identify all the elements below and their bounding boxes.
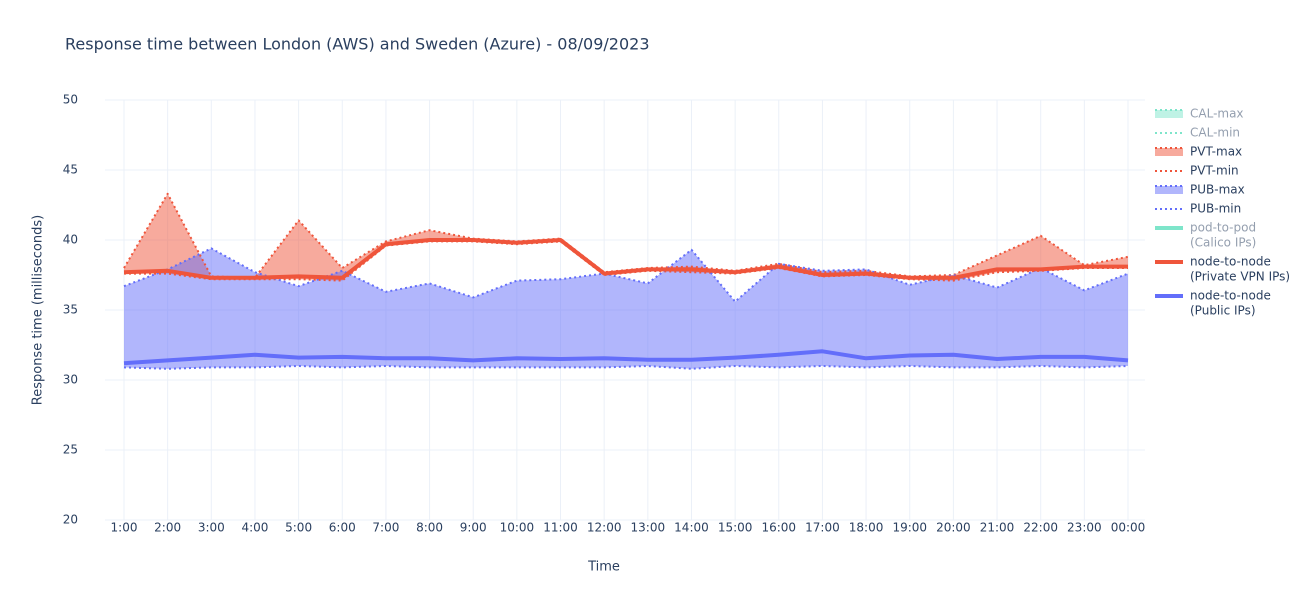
legend-item: PVT-max (1155, 145, 1242, 159)
x-tick-label: 8:00 (416, 521, 443, 535)
legend-item: CAL-max (1155, 107, 1244, 121)
x-tick-label: 14:00 (674, 521, 709, 535)
legend-label: PVT-min (1190, 164, 1239, 178)
legend-label: PUB-min (1190, 202, 1241, 216)
legend-label: CAL-min (1190, 126, 1240, 140)
legend-item: node-to-node(Public IPs) (1155, 289, 1271, 318)
x-tick-label: 20:00 (936, 521, 971, 535)
y-tick-label: 30 (63, 373, 78, 387)
y-tick-label: 35 (63, 303, 78, 317)
legend-swatch (1155, 148, 1183, 156)
x-tick-label: 7:00 (372, 521, 399, 535)
y-tick-label: 40 (63, 233, 78, 247)
y-tick-label: 25 (63, 443, 78, 457)
x-tick-label: 23:00 (1067, 521, 1102, 535)
x-tick-label: 6:00 (329, 521, 356, 535)
legend-label: pod-to-pod (1190, 221, 1256, 235)
legend-item: node-to-node(Private VPN IPs) (1155, 255, 1290, 284)
x-tick-label: 9:00 (460, 521, 487, 535)
legend-item: PUB-min (1155, 202, 1241, 216)
x-tick-label: 17:00 (805, 521, 840, 535)
y-tick-label: 50 (63, 93, 78, 107)
legend-label: (Private VPN IPs) (1190, 270, 1290, 284)
x-tick-label: 00:00 (1111, 521, 1146, 535)
legend-label: PUB-max (1190, 183, 1245, 197)
x-tick-label: 12:00 (587, 521, 622, 535)
y-tick-label: 45 (63, 163, 78, 177)
legend-item: CAL-min (1155, 126, 1240, 140)
x-axis-title: Time (587, 560, 620, 575)
series-line (123, 349, 1129, 366)
x-tick-label: 5:00 (285, 521, 312, 535)
fill-area (124, 248, 1128, 369)
x-tick-label: 11:00 (543, 521, 578, 535)
x-tick-label: 16:00 (761, 521, 796, 535)
legend-swatch (1155, 110, 1183, 118)
series-line (123, 238, 1128, 280)
x-tick-label: 3:00 (198, 521, 225, 535)
x-tick-label: 13:00 (631, 521, 666, 535)
fill-area (124, 193, 1128, 281)
y-axis-title: Response time (milliseconds) (31, 215, 46, 405)
y-tick-label: 20 (63, 513, 78, 527)
x-tick-label: 15:00 (718, 521, 753, 535)
legend-swatch (1155, 186, 1183, 194)
legend-item: PUB-max (1155, 183, 1245, 197)
legend-label: PVT-max (1190, 145, 1242, 159)
chart-title: Response time between London (AWS) and S… (65, 35, 650, 54)
legend-label: node-to-node (1190, 289, 1271, 303)
x-tick-label: 22:00 (1023, 521, 1058, 535)
x-tick-label: 4:00 (241, 521, 268, 535)
legend-label: (Public IPs) (1190, 304, 1256, 318)
x-tick-label: 21:00 (980, 521, 1015, 535)
x-tick-label: 19:00 (892, 521, 927, 535)
x-tick-label: 1:00 (111, 521, 138, 535)
legend-item: PVT-min (1155, 164, 1239, 178)
legend-label: CAL-max (1190, 107, 1244, 121)
legend-label: (Calico IPs) (1190, 236, 1256, 250)
legend-item: pod-to-pod(Calico IPs) (1155, 221, 1256, 250)
x-tick-label: 10:00 (500, 521, 535, 535)
x-tick-label: 2:00 (154, 521, 181, 535)
x-tick-label: 18:00 (849, 521, 884, 535)
legend-label: node-to-node (1190, 255, 1271, 269)
